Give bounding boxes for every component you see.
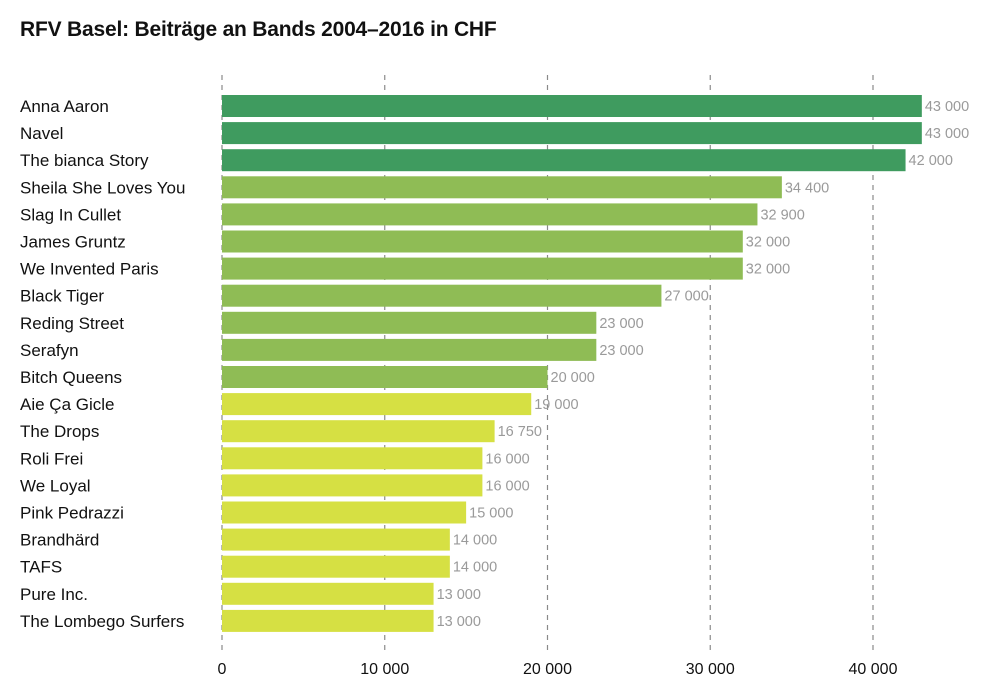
x-tick-label: 0 xyxy=(218,661,227,678)
value-label: 19 000 xyxy=(534,397,578,413)
x-tick-label: 40 000 xyxy=(849,661,898,678)
category-label: James Gruntz xyxy=(20,233,126,252)
bar xyxy=(222,474,483,497)
bar xyxy=(222,528,450,551)
bar xyxy=(222,338,597,361)
value-label: 16 750 xyxy=(498,424,542,440)
value-labels: 43 000 43 000 42 000 34 400 32 900 32 000 32 0… xyxy=(437,99,970,630)
bar xyxy=(222,420,495,443)
category-label: Bitch Queens xyxy=(20,368,122,387)
value-label: 32 000 xyxy=(746,235,790,251)
bar xyxy=(222,501,467,524)
value-label: 34 400 xyxy=(785,180,829,196)
x-tick-label: 20 000 xyxy=(523,661,572,678)
value-label: 43 000 xyxy=(925,126,969,142)
category-label: Brandhärd xyxy=(20,531,99,550)
value-label: 16 000 xyxy=(485,451,529,467)
bar xyxy=(222,366,548,388)
bar xyxy=(222,149,906,172)
category-label: Aie Ça Gicle xyxy=(20,395,114,414)
category-label: Navel xyxy=(20,124,63,143)
x-tick-label: 10 000 xyxy=(360,661,409,678)
category-label: Sheila She Loves You xyxy=(20,178,185,197)
bar xyxy=(222,555,450,578)
bar xyxy=(222,95,922,117)
category-label: Serafyn xyxy=(20,341,79,360)
value-label: 43 000 xyxy=(925,99,969,115)
category-labels: Anna Aaron Navel The bianca Story Sheila Sh… xyxy=(20,97,185,631)
value-label: 23 000 xyxy=(599,316,643,332)
category-label: Slag In Cullet xyxy=(20,205,121,224)
value-label: 15 000 xyxy=(469,506,513,522)
value-label: 27 000 xyxy=(664,289,708,305)
bar xyxy=(222,203,758,226)
value-label: 23 000 xyxy=(599,343,643,359)
bar xyxy=(222,582,434,605)
category-label: Black Tiger xyxy=(20,287,104,306)
x-axis-ticks: 0 10 000 20 000 30 000 40 000 xyxy=(218,661,898,678)
value-label: 13 000 xyxy=(437,614,481,630)
bar xyxy=(222,122,922,145)
category-label: The bianca Story xyxy=(20,151,149,170)
chart-title: RFV Basel: Beiträge an Bands 2004–2016 i… xyxy=(20,18,497,41)
value-label: 42 000 xyxy=(909,153,953,169)
bar xyxy=(222,230,743,253)
category-label: We Loyal xyxy=(20,476,91,495)
category-label: Reding Street xyxy=(20,314,124,333)
value-label: 14 000 xyxy=(453,533,497,549)
value-label: 32 000 xyxy=(746,262,790,278)
category-label: The Lombego Surfers xyxy=(20,612,184,631)
bar xyxy=(222,609,434,632)
category-label: Anna Aaron xyxy=(20,97,109,116)
category-label: The Drops xyxy=(20,422,99,441)
category-label: Pink Pedrazzi xyxy=(20,504,124,523)
value-label: 20 000 xyxy=(551,370,595,386)
x-tick-label: 30 000 xyxy=(686,661,735,678)
category-label: TAFS xyxy=(20,558,62,577)
bar xyxy=(222,176,782,199)
category-label: We Invented Paris xyxy=(20,260,159,279)
bars xyxy=(222,95,922,632)
bar xyxy=(222,257,743,280)
value-label: 13 000 xyxy=(437,587,481,603)
bar xyxy=(222,284,662,307)
value-label: 16 000 xyxy=(485,478,529,494)
bar xyxy=(222,447,483,470)
bar xyxy=(222,393,532,416)
category-label: Pure Inc. xyxy=(20,585,88,604)
bar xyxy=(222,311,597,334)
category-label: Roli Frei xyxy=(20,449,83,468)
value-label: 14 000 xyxy=(453,560,497,576)
value-label: 32 900 xyxy=(760,207,804,223)
